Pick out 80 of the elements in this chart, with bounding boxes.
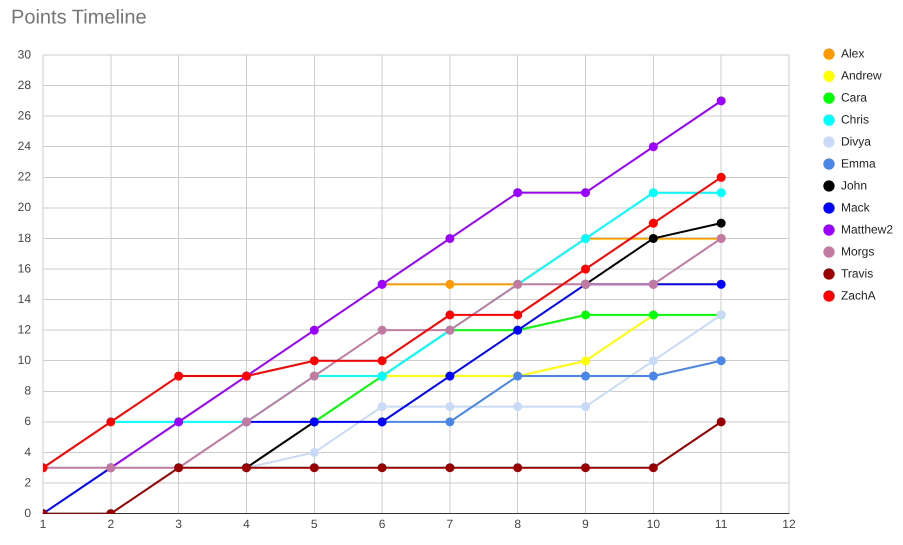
point — [648, 372, 658, 381]
point — [445, 402, 454, 412]
y-tick-label: 30 — [18, 47, 32, 62]
point — [513, 188, 522, 198]
x-tick-label: 1 — [40, 517, 47, 532]
legend-label: John — [840, 178, 868, 192]
x-tick-label: 7 — [446, 517, 454, 532]
point — [716, 96, 726, 106]
x-tick-label: 9 — [582, 517, 590, 532]
point — [310, 448, 319, 457]
y-tick-label: 10 — [18, 353, 32, 368]
chart-title: Points Timeline — [11, 6, 147, 29]
legend-label: Travis — [840, 266, 874, 280]
point — [310, 326, 319, 335]
x-tick-label: 5 — [310, 517, 318, 532]
point — [648, 218, 658, 228]
point — [716, 280, 726, 289]
point — [581, 264, 590, 274]
point — [648, 356, 658, 366]
y-tick-label: 6 — [24, 414, 32, 428]
point — [513, 402, 522, 412]
x-tick-label: 10 — [646, 517, 660, 532]
y-tick-label: 4 — [24, 444, 32, 459]
y-tick-label: 12 — [18, 322, 32, 336]
legend-label: Andrew — [840, 68, 882, 82]
point — [581, 372, 590, 381]
legend-label: Matthew2 — [840, 222, 894, 236]
point — [174, 372, 184, 381]
point — [581, 463, 590, 472]
point — [648, 142, 658, 152]
legend-label: ZachA — [840, 288, 876, 302]
point — [445, 463, 454, 472]
point — [716, 356, 726, 366]
x-tick-label: 8 — [514, 517, 522, 532]
x-tick-label: 11 — [714, 517, 728, 532]
legend-label: Alex — [840, 46, 864, 60]
point — [513, 310, 522, 320]
point — [310, 356, 319, 366]
legend-label: Chris — [840, 112, 869, 126]
y-tick-label: 8 — [24, 384, 32, 398]
y-tick-label: 20 — [18, 200, 32, 214]
y-tick-label: 22 — [18, 170, 32, 184]
y-tick-label: 14 — [18, 292, 32, 306]
legend-label: Morgs — [840, 244, 874, 258]
y-tick-label: 0 — [24, 506, 32, 520]
point — [378, 326, 387, 335]
x-tick-label: 4 — [243, 517, 250, 532]
y-tick-label: 18 — [18, 230, 32, 245]
point — [445, 234, 454, 243]
y-tick-label: 28 — [18, 78, 32, 92]
x-tick-label: 2 — [107, 517, 114, 532]
point — [445, 280, 454, 289]
point — [378, 463, 387, 472]
point — [445, 417, 454, 426]
y-tick-label: 16 — [18, 261, 32, 276]
point — [581, 402, 590, 412]
point — [648, 188, 658, 198]
point — [378, 402, 387, 412]
point — [445, 310, 454, 320]
point — [716, 417, 726, 426]
point — [310, 463, 319, 472]
legend-label: Mack — [840, 200, 871, 214]
y-tick-label: 26 — [18, 108, 32, 122]
y-tick-label: 24 — [18, 139, 32, 154]
point — [378, 356, 387, 366]
point — [648, 463, 658, 472]
point — [513, 463, 522, 472]
y-tick-label: 2 — [24, 475, 32, 490]
point — [716, 188, 726, 198]
x-tick-label: 12 — [782, 517, 796, 532]
point — [716, 218, 726, 228]
point — [581, 188, 590, 198]
legend-label: Divya — [840, 134, 872, 148]
point — [716, 172, 726, 182]
legend-label: Emma — [840, 156, 876, 170]
x-tick-label: 3 — [175, 517, 182, 532]
x-tick-label: 6 — [378, 517, 386, 532]
point — [581, 356, 590, 366]
point — [581, 310, 590, 320]
legend-label: Cara — [840, 90, 868, 104]
